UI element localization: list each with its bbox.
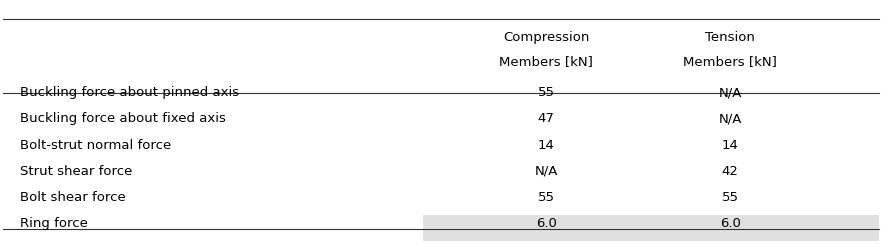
Text: N/A: N/A (719, 86, 742, 99)
Text: 42: 42 (721, 165, 738, 178)
Text: Bolt-strut normal force: Bolt-strut normal force (20, 139, 172, 152)
Text: 55: 55 (538, 191, 555, 204)
Text: Members [kN]: Members [kN] (684, 55, 777, 68)
Text: Buckling force about fixed axis: Buckling force about fixed axis (20, 112, 226, 125)
Text: 55: 55 (538, 86, 555, 99)
Bar (423, 215, 879, 241)
Text: Tension: Tension (706, 31, 755, 44)
Text: 55: 55 (721, 191, 739, 204)
Text: Compression: Compression (503, 31, 589, 44)
Text: Buckling force about pinned axis: Buckling force about pinned axis (20, 86, 239, 99)
Text: Bolt shear force: Bolt shear force (20, 191, 126, 204)
Text: Strut shear force: Strut shear force (20, 165, 132, 178)
Text: Ring force: Ring force (20, 217, 88, 230)
Text: 14: 14 (721, 139, 738, 152)
Text: 14: 14 (538, 139, 555, 152)
Text: N/A: N/A (719, 112, 742, 125)
Text: N/A: N/A (534, 165, 557, 178)
Text: 6.0: 6.0 (720, 217, 741, 230)
Text: 47: 47 (538, 112, 555, 125)
Text: 6.0: 6.0 (535, 217, 557, 230)
Text: Members [kN]: Members [kN] (499, 55, 593, 68)
